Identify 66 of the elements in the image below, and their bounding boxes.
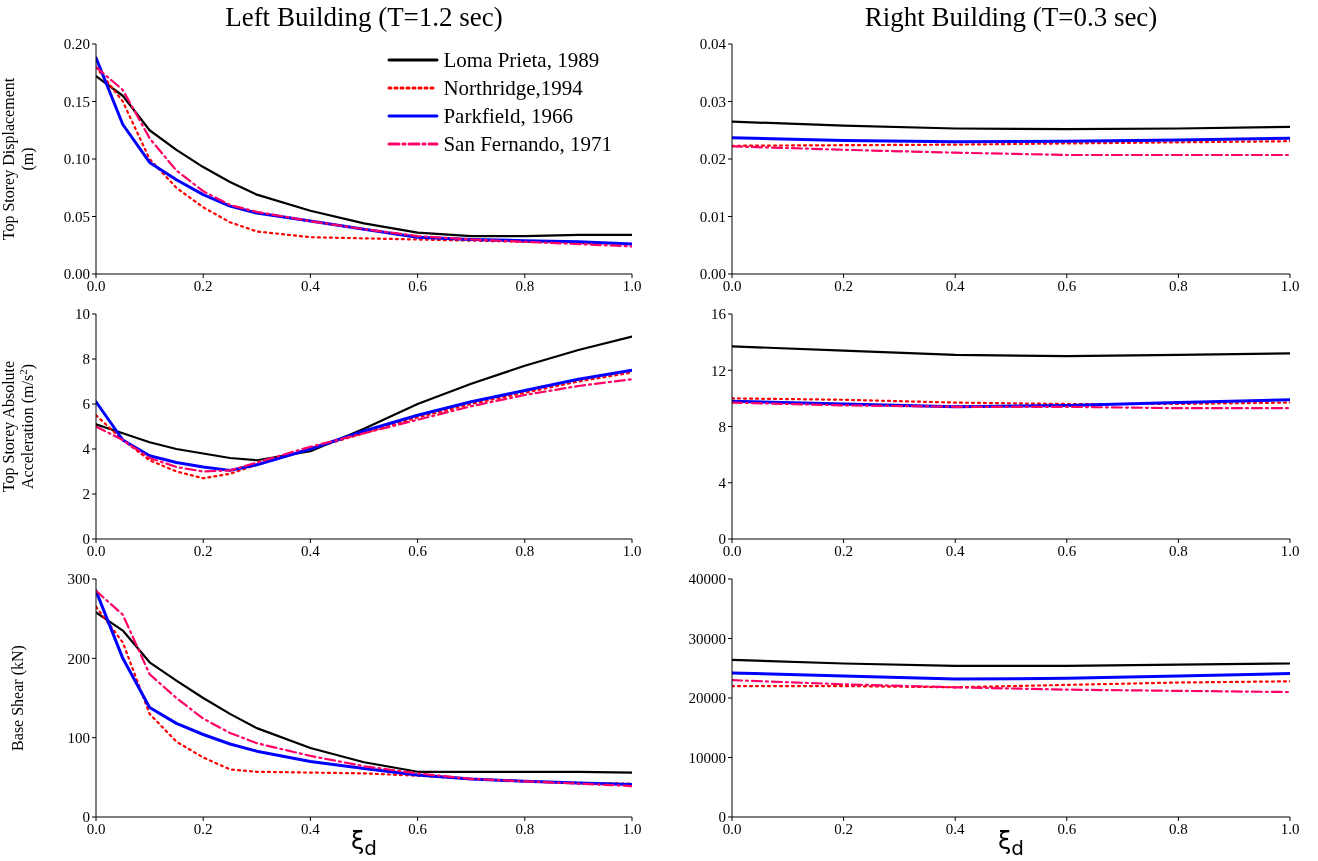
y-tick-label: 40000 (688, 571, 726, 588)
y-tick-label: 10000 (688, 749, 726, 766)
legend-label: Northridge,1994 (443, 75, 583, 101)
x-tick-label: 0.6 (408, 820, 428, 837)
x-tick-label: 0.8 (515, 277, 535, 294)
x-tick-label: 0.2 (193, 820, 213, 837)
chart-title: Left Building (T=1.2 sec) (224, 2, 504, 33)
line-series (732, 679, 1290, 694)
x-tick-label: 0.4 (945, 820, 966, 837)
y-tick-label: 100 (67, 729, 90, 746)
x-tick-label: 0.2 (834, 542, 853, 559)
x-tick-label: 0.2 (834, 820, 853, 837)
x-tick-label: 1.0 (622, 542, 642, 559)
y-tick-label: 300 (67, 571, 90, 588)
x-tick-label: 1.0 (1280, 820, 1300, 837)
x-tick-label: 0.6 (1057, 820, 1077, 837)
x-tick-label: 1.0 (1280, 277, 1300, 294)
x-axis-title: ξ$_{d}$ (997, 827, 1025, 860)
x-tick-label: 1.0 (1280, 542, 1300, 559)
chart-title: Right Building (T=0.3 sec) (863, 2, 1159, 33)
x-tick-label: 0.4 (945, 542, 966, 559)
y-tick-label: 0.15 (63, 93, 90, 110)
legend-label: Parkfield, 1966 (443, 103, 573, 129)
x-tick-label: 0.2 (193, 277, 213, 294)
x-tick-label: 0.6 (1057, 277, 1077, 294)
x-tick-label: 0.8 (1169, 277, 1188, 294)
y-tick-label: 0.04 (699, 36, 727, 53)
y-tick-label: 4 (82, 441, 91, 458)
y-tick-label: 10 (75, 306, 90, 323)
y-tick-label: 20000 (688, 690, 726, 707)
x-tick-label: 0.8 (1169, 820, 1188, 837)
x-tick-label: 0.8 (515, 542, 535, 559)
y-axis-title: Top Storey Displacement (m) (0, 77, 37, 241)
y-tick-label: 8 (718, 418, 726, 435)
legend-label: Loma Prieta, 1989 (443, 47, 600, 73)
line-series (732, 145, 1290, 157)
y-tick-label: 0.10 (63, 151, 90, 168)
x-tick-label: 0.6 (1057, 542, 1077, 559)
y-tick-label: 0.20 (63, 36, 90, 53)
x-tick-label: 0.6 (408, 542, 428, 559)
x-tick-label: 0.4 (301, 542, 321, 559)
y-tick-label: 200 (67, 650, 90, 667)
x-tick-label: 0.8 (1169, 542, 1188, 559)
x-tick-label: 1.0 (622, 277, 642, 294)
x-tick-label: 0.2 (193, 542, 213, 559)
x-tick-label: 0.4 (301, 277, 321, 294)
legend-label: San Fernando, 1971 (443, 131, 612, 157)
x-tick-label: 1.0 (622, 820, 642, 837)
y-tick-label: 0.02 (699, 151, 726, 168)
x-tick-label: 0.4 (301, 820, 321, 837)
y-tick-label: 0.03 (699, 93, 726, 110)
y-tick-label: 12 (711, 362, 726, 379)
y-axis-title: Base Shear (kN) (9, 645, 27, 751)
y-tick-label: 2 (82, 486, 90, 503)
y-tick-label: 6 (82, 396, 91, 413)
x-tick-label: 0.2 (834, 277, 853, 294)
y-tick-label: 0.01 (699, 208, 726, 225)
x-tick-label: 0.8 (515, 820, 535, 837)
y-tick-label: 8 (82, 351, 90, 368)
y-tick-label: 16 (711, 306, 727, 323)
x-tick-label: 0.4 (945, 277, 966, 294)
x-tick-label: 0.6 (408, 277, 428, 294)
y-tick-label: 30000 (688, 630, 726, 647)
x-axis-title: ξ$_{d}$ (350, 827, 378, 860)
y-tick-label: 0.05 (63, 208, 90, 225)
y-tick-label: 4 (718, 475, 727, 492)
